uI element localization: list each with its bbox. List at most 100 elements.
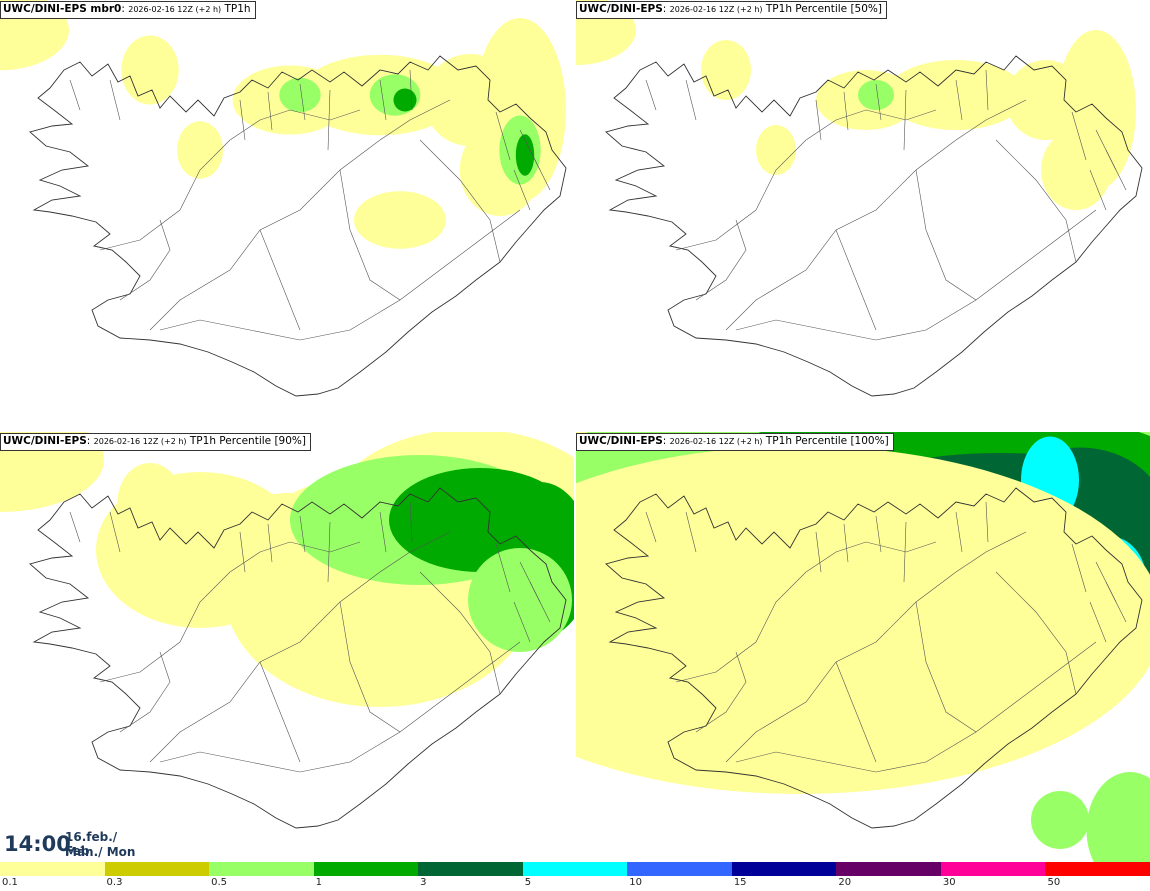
precip-area [1041,130,1111,210]
legend-label: 30 [942,877,956,888]
road-line [259,661,301,763]
legend-colorbar [0,862,1150,876]
road-line [805,541,937,573]
road-line [1071,543,1087,593]
panel-title: UWC/DINI-EPS: 2026-02-16 12Z (+2 h) TP1h… [576,1,887,19]
road-line [735,641,1097,773]
road-line [513,169,531,211]
road-line [815,531,822,573]
valid-date: 16.feb./ Feb [65,830,118,858]
precip-layer [0,0,566,249]
road-line [513,601,531,643]
precip-area [1031,791,1089,849]
road-line [685,79,697,121]
precip-area [279,77,321,113]
road-line [267,523,273,563]
road-line [1089,601,1107,643]
road-line [159,209,521,341]
road-line [903,521,907,583]
map-panel-percentile-50: UWC/DINI-EPS: 2026-02-16 12Z (+2 h) TP1h… [576,0,1150,430]
legend-label: 5 [524,877,532,888]
legend-label: 15 [733,877,747,888]
legend-label: 1 [315,877,322,888]
road-line [675,571,807,683]
map-canvas [0,432,574,829]
road-line [419,139,501,263]
road-line [685,511,697,553]
road-line [955,511,963,553]
road-line [99,571,231,683]
legend-swatch [313,862,419,876]
road-line [159,641,521,773]
precip-area [1086,772,1150,862]
road-line [239,99,246,141]
road-line [299,83,306,121]
precip-area [177,121,223,179]
road-line [915,169,977,301]
road-line [1089,169,1107,211]
road-line [495,111,511,161]
road-line [109,511,121,553]
road-line [327,89,331,151]
road-line [119,219,171,301]
road-line [995,139,1077,263]
road-line [339,169,401,301]
precip-legend: 0.1 0.3 0.5 1 3 5 10 15 20 30 50 [0,862,1150,891]
road-line [379,511,387,553]
road-line [327,521,331,583]
road-line [409,501,413,543]
road-line [725,99,1027,331]
legend-label: 0.1 [2,877,18,888]
road-line [805,109,937,141]
road-line [995,571,1077,695]
road-line [69,79,81,111]
road-line [229,541,361,573]
road-line [529,149,551,191]
road-line [1105,149,1127,191]
road-line [815,99,822,141]
precip-area [701,40,751,100]
road-line [419,571,501,695]
panel-title: UWC/DINI-EPS mbr0: 2026-02-16 12Z (+2 h)… [0,1,256,19]
road-line [835,661,877,763]
precip-area [393,88,417,112]
legend-label: 3 [420,877,427,888]
road-line [725,531,1027,763]
road-line [1071,111,1087,161]
legend-swatch [1045,862,1150,876]
legend-swatch [104,862,210,876]
legend-swatch [731,862,837,876]
road-line [409,69,413,111]
coastline [605,487,1143,829]
panel-title: UWC/DINI-EPS: 2026-02-16 12Z (+2 h) TP1h… [576,433,894,451]
road-line [69,511,81,543]
precip-area [576,446,1150,794]
map-canvas [576,432,1150,862]
road-line [267,91,273,131]
legend-swatch [209,862,314,876]
map-panel-member0: UWC/DINI-EPS mbr0: 2026-02-16 12Z (+2 h)… [0,0,574,430]
panel-divider [0,430,1150,432]
valid-weekday: Mán./ Mon [65,845,136,859]
legend-swatch [0,862,105,876]
legend-label: 50 [1047,877,1061,888]
map-panel-percentile-100: UWC/DINI-EPS: 2026-02-16 12Z (+2 h) TP1h… [576,432,1150,862]
precip-area [515,134,535,176]
road-line [239,531,246,573]
precip-area [354,191,446,249]
road-line [985,69,989,111]
road-line [835,229,877,331]
road-line [675,139,807,251]
precip-area [756,125,796,175]
valid-time-box: 14:00 16.feb./ Feb Mán./ Mon [0,824,142,862]
coastline [29,487,567,829]
road-line [299,515,306,553]
road-line [843,523,849,563]
legend-label: 20 [838,877,852,888]
precip-layer [576,0,1136,210]
legend-swatch [836,862,941,876]
road-line [229,109,361,141]
road-line [149,531,451,763]
road-line [955,79,963,121]
map-panel-percentile-90: UWC/DINI-EPS: 2026-02-16 12Z (+2 h) TP1h… [0,432,574,862]
